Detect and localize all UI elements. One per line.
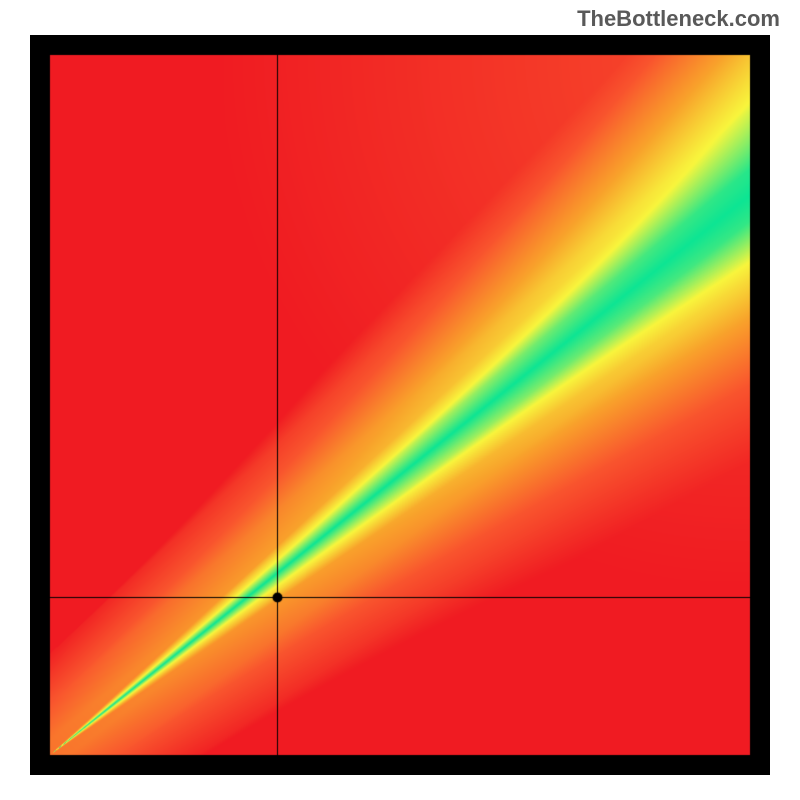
chart-container: TheBottleneck.com (0, 0, 800, 800)
plot-frame (30, 35, 770, 775)
watermark-text: TheBottleneck.com (577, 6, 780, 32)
heatmap-canvas (30, 35, 770, 775)
